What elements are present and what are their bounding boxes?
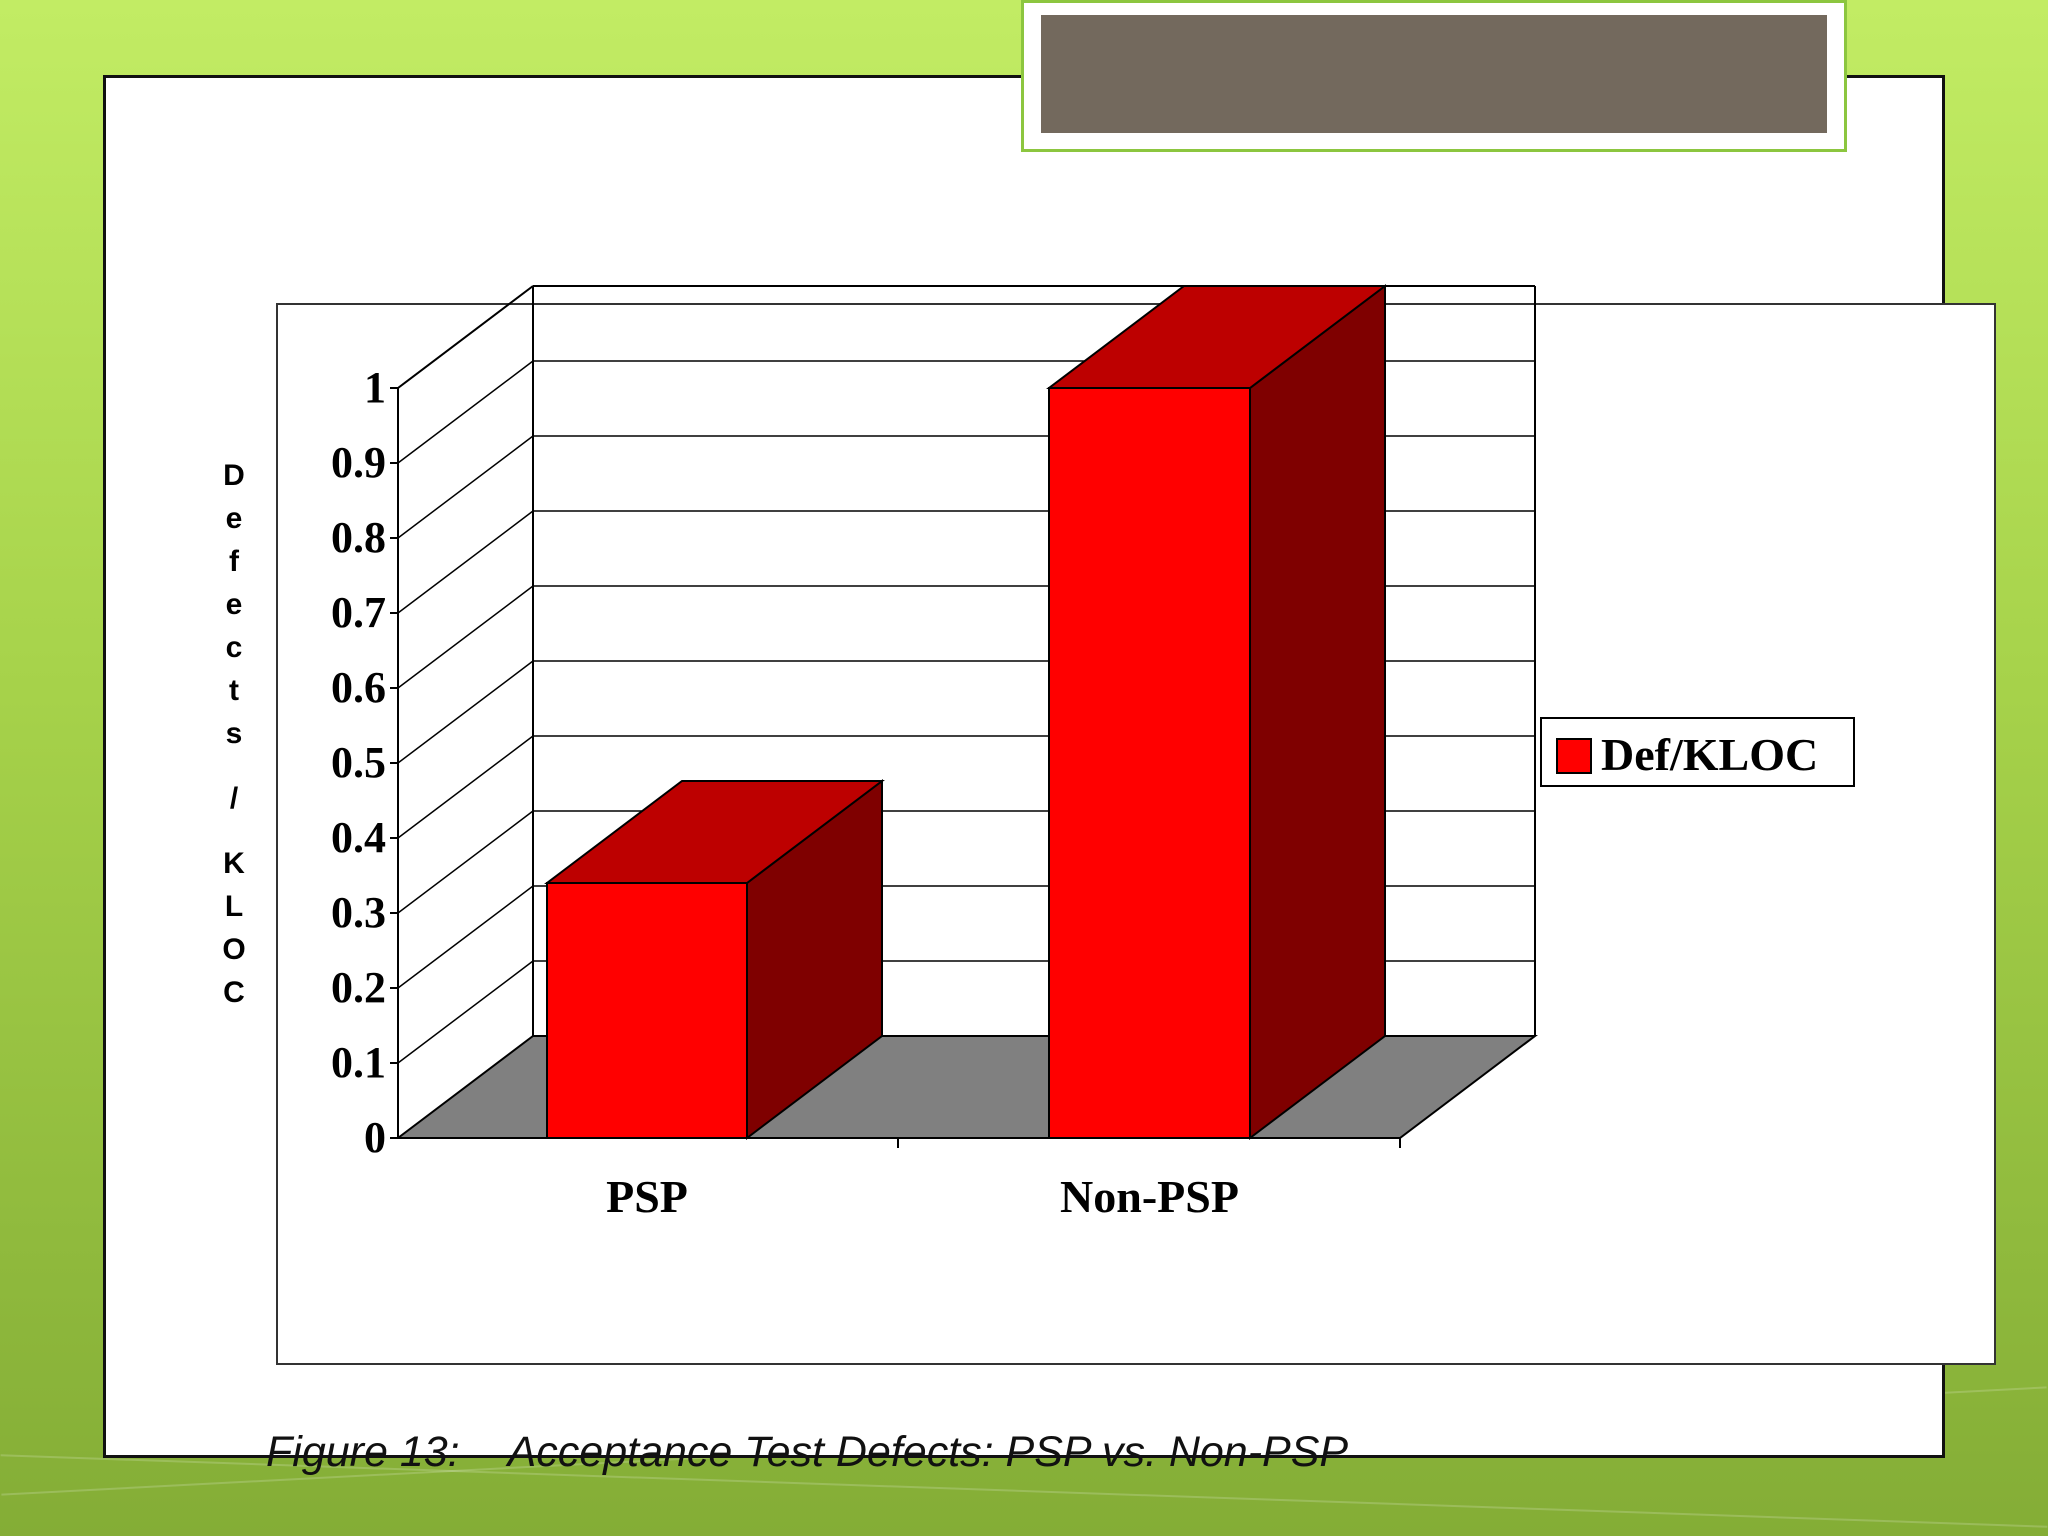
- side-gridline: [397, 360, 534, 464]
- y-axis-title-letter: s: [226, 717, 243, 750]
- bar-non-psp: [1048, 387, 1251, 1139]
- legend-label: Def/KLOC: [1601, 729, 1818, 780]
- y-axis-title-letter: t: [229, 674, 239, 707]
- figure-caption-text: Acceptance Test Defects: PSP vs. Non-PSP: [507, 1428, 1349, 1476]
- side-gridline: [397, 510, 534, 614]
- figure-caption: Figure 13: Acceptance Test Defects: PSP v…: [266, 1428, 1766, 1478]
- bar-side: [1249, 283, 1386, 1141]
- slide-title-placeholder: [1041, 15, 1827, 133]
- side-gridline: [397, 285, 534, 389]
- figure-number: Figure 13:: [266, 1428, 460, 1476]
- y-axis-title-letter: O: [222, 933, 245, 966]
- side-gridline: [397, 885, 534, 989]
- legend: [1540, 717, 1855, 787]
- y-tick-label: 0.4: [331, 813, 386, 862]
- legend-swatch: [1556, 738, 1592, 774]
- y-tick-label: 0.6: [331, 663, 386, 712]
- y-axis-title-letter: e: [226, 502, 243, 535]
- y-tick-label: 0.7: [331, 588, 386, 637]
- y-axis-title-letter: /: [230, 782, 239, 815]
- side-gridline: [397, 435, 534, 539]
- y-axis-title-letter: D: [223, 459, 245, 492]
- side-gridline: [397, 585, 534, 689]
- bar-psp: [546, 882, 748, 1139]
- y-axis-title-letter: L: [225, 890, 243, 923]
- y-tick-label: 0.3: [331, 888, 386, 937]
- y-axis-title-letter: f: [229, 545, 240, 578]
- side-gridline: [397, 960, 534, 1064]
- x-tick-label: PSP: [606, 1171, 688, 1222]
- y-axis-title-letter: C: [223, 976, 245, 1009]
- y-tick-label: 0.5: [331, 738, 386, 787]
- y-axis-title-letter: K: [223, 847, 245, 880]
- y-tick-label: 0: [364, 1113, 386, 1162]
- y-axis-title-letter: e: [226, 588, 243, 621]
- y-tick-label: 0.2: [331, 963, 386, 1012]
- side-gridline: [397, 660, 534, 764]
- y-tick-label: 0.8: [331, 513, 386, 562]
- x-tick-label: Non-PSP: [1060, 1171, 1239, 1222]
- y-tick-label: 0.9: [331, 438, 386, 487]
- side-gridline: [397, 810, 534, 914]
- y-tick-label: 0.1: [331, 1038, 386, 1087]
- slide-title-box: [1021, 0, 1847, 152]
- side-gridline: [397, 735, 534, 839]
- y-axis-title-letter: c: [226, 631, 243, 664]
- y-tick-label: 1: [364, 363, 386, 412]
